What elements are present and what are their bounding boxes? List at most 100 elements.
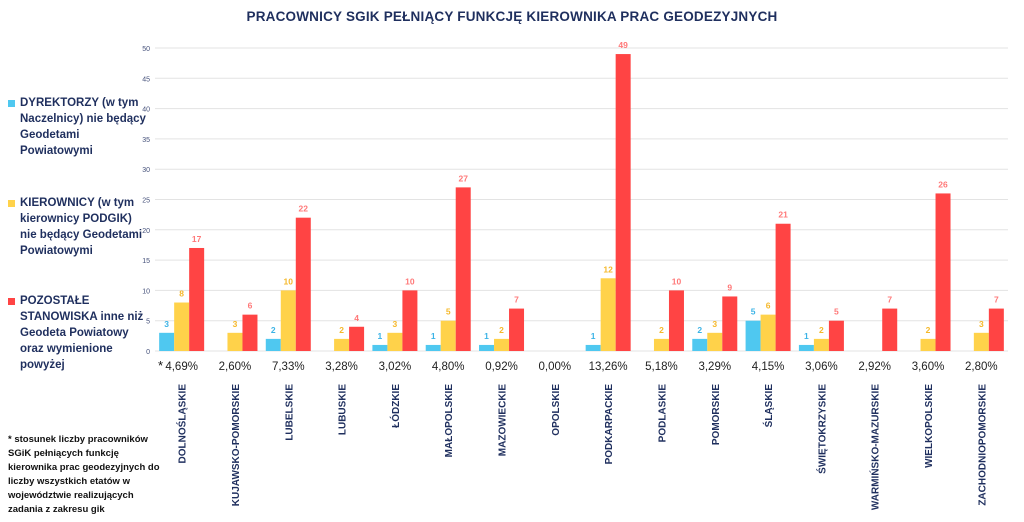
percent-label: 7,33%	[272, 361, 305, 373]
percent-label: 0,92%	[485, 361, 518, 373]
bar	[509, 308, 525, 351]
y-tick-label: 35	[142, 137, 150, 144]
data-label: 2	[271, 325, 276, 335]
percent-label: 13,26%	[589, 361, 628, 373]
percent-label: 2,80%	[965, 361, 998, 373]
data-label: 2	[659, 325, 664, 335]
bar	[159, 332, 175, 351]
percent-label: 4,15%	[752, 361, 785, 373]
y-tick-label: 25	[142, 198, 150, 205]
bar	[494, 338, 510, 351]
bar	[668, 290, 684, 351]
percent-label: 4,69%	[165, 361, 198, 373]
data-label: 7	[887, 295, 892, 305]
category-label: POMORSKIE	[711, 384, 722, 445]
bar	[813, 338, 829, 351]
percent-label: 3,29%	[698, 361, 731, 373]
bar	[372, 344, 388, 351]
bar	[280, 290, 296, 351]
data-label: 3	[233, 319, 238, 329]
legend-label: POZOSTAŁE STANOWISKA inne niż Geodeta Po…	[20, 295, 144, 371]
bar	[334, 338, 350, 351]
data-label: 4	[354, 313, 359, 323]
y-tick-label: 0	[146, 349, 150, 356]
y-tick-label: 30	[142, 167, 150, 174]
bar	[920, 338, 936, 351]
data-label: 7	[514, 295, 519, 305]
percent-label: 0,00%	[539, 361, 572, 373]
data-label: 8	[179, 289, 184, 299]
y-tick-label: 15	[142, 258, 150, 265]
legend-swatch	[8, 298, 15, 305]
legend-item-kierownicy: KIEROWNICY (w tym kierownicy PODGIK) nie…	[8, 195, 147, 259]
data-label: 6	[248, 301, 253, 311]
bar	[973, 332, 989, 351]
bar	[425, 344, 441, 351]
bar	[479, 344, 495, 351]
percent-label: 4,80%	[432, 361, 465, 373]
bar	[775, 223, 791, 351]
data-label: 10	[284, 276, 294, 286]
bar	[828, 320, 844, 351]
percent-label: 3,60%	[912, 361, 945, 373]
footnote: * stosunek liczby pracowników SGiK pełni…	[8, 434, 160, 515]
bar	[295, 217, 311, 351]
legend-label: DYREKTORZY (w tym Naczelnicy) nie będący…	[20, 97, 146, 157]
legend-item-pozostale: POZOSTAŁE STANOWISKA inne niż Geodeta Po…	[8, 293, 147, 373]
category-label: MAŁOPOLSKIE	[444, 384, 455, 458]
data-label: 5	[446, 307, 451, 317]
legend-label: KIEROWNICY (w tym kierownicy PODGIK) nie…	[20, 197, 143, 257]
data-label: 2	[339, 325, 344, 335]
bar	[402, 290, 418, 351]
data-label: 3	[712, 319, 717, 329]
data-label: 7	[994, 295, 999, 305]
data-label: 3	[979, 319, 984, 329]
data-label: 12	[603, 264, 613, 274]
legend-swatch	[8, 100, 15, 107]
data-label: 27	[458, 173, 468, 183]
y-tick-label: 40	[142, 107, 150, 114]
data-label: 10	[672, 276, 682, 286]
bar	[692, 338, 708, 351]
category-label: WIELKOPOLSKIE	[924, 384, 935, 468]
bar	[174, 302, 190, 351]
category-label: KUJAWSKO-POMORSKIE	[231, 384, 242, 507]
y-tick-label: 10	[142, 288, 150, 295]
data-label: 2	[926, 325, 931, 335]
category-label: PODKARPACKIE	[604, 384, 615, 465]
data-label: 1	[591, 331, 596, 341]
bar	[745, 320, 761, 351]
data-label: 9	[727, 282, 732, 292]
category-label: MAZOWIECKIE	[498, 384, 509, 457]
bar	[988, 308, 1004, 351]
bar	[189, 247, 205, 351]
bar	[600, 278, 616, 351]
bar	[455, 187, 471, 351]
data-label: 2	[499, 325, 504, 335]
bar	[722, 296, 738, 351]
bar	[615, 54, 631, 352]
bar	[707, 332, 723, 351]
bar	[349, 326, 365, 351]
bar	[882, 308, 898, 351]
data-label: 2	[697, 325, 702, 335]
category-label: WARMIŃSKO-MAZURSKIE	[869, 384, 882, 510]
category-label: LUBELSKIE	[284, 384, 295, 441]
category-label: ZACHODNIOPOMORSKIE	[977, 384, 988, 506]
data-label: 3	[393, 319, 398, 329]
percent-label: 2,92%	[858, 361, 891, 373]
data-label: 1	[484, 331, 489, 341]
data-label: 1	[804, 331, 809, 341]
legend-swatch	[8, 200, 15, 207]
category-label: ŚWIĘTOKRZYSKIE	[815, 384, 828, 474]
category-label: ŁÓDZKIE	[389, 384, 402, 428]
percent-label: 3,02%	[379, 361, 412, 373]
y-tick-label: 50	[142, 46, 150, 53]
bar	[227, 332, 243, 351]
percent-marker: *	[158, 358, 163, 373]
percent-label: 2,60%	[219, 361, 252, 373]
bar	[242, 314, 258, 351]
bar	[653, 338, 669, 351]
data-label: 3	[164, 319, 169, 329]
